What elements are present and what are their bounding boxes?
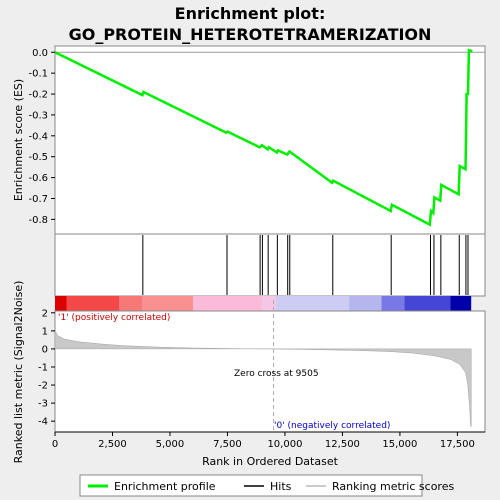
heat-segment xyxy=(55,296,67,311)
es-y-axis-label: Enrichment score (ES) xyxy=(12,79,25,201)
positive-correlation-label: '1' (positively correlated) xyxy=(58,313,170,323)
rank-heat-bar xyxy=(55,296,472,311)
x-tick-label: 2,500 xyxy=(98,439,127,450)
x-tick-label: 5,000 xyxy=(156,439,185,450)
es-y-tick-label: -0.3 xyxy=(28,110,48,121)
es-y-tick-label: -0.6 xyxy=(28,173,48,184)
legend-label: Enrichment profile xyxy=(114,480,216,493)
metric-y-tick-label: 1 xyxy=(42,326,48,337)
metric-y-tick-label: 0 xyxy=(42,344,48,355)
metric-panel xyxy=(54,310,486,433)
heat-segment xyxy=(450,296,472,311)
x-tick-label: 15,000 xyxy=(382,439,417,450)
x-axis-label: Rank in Ordered Dataset xyxy=(202,455,339,468)
heat-segment xyxy=(275,296,350,311)
legend: Enrichment profile Hits Ranking metric sco… xyxy=(88,480,454,493)
heat-segment xyxy=(261,296,276,311)
x-tick-label: 12,500 xyxy=(325,439,360,450)
es-panel xyxy=(54,45,486,235)
es-y-tick-label: -0.8 xyxy=(28,215,48,226)
metric-y-axis: 2 1 0 -1 -2 -3 -4 xyxy=(38,308,55,428)
heat-segment xyxy=(404,296,451,311)
es-y-tick-label: -0.2 xyxy=(28,90,48,101)
x-tick-label: 7,500 xyxy=(213,439,242,450)
x-tick-label: 0 xyxy=(52,439,58,450)
legend-label: Ranking metric scores xyxy=(332,480,454,493)
x-tick-label: 10,000 xyxy=(267,439,302,450)
metric-y-tick-label: -4 xyxy=(38,417,48,428)
negative-correlation-label: '0' (negatively correlated) xyxy=(274,421,390,431)
metric-y-tick-label: -3 xyxy=(38,399,48,410)
chart-title-line2: GO_PROTEIN_HETEROTETRAMERIZATION xyxy=(69,25,432,44)
enrichment-profile-line xyxy=(54,48,473,227)
heat-segment xyxy=(349,296,382,311)
heat-segment xyxy=(119,296,143,311)
es-y-tick-label: -0.7 xyxy=(28,194,48,205)
metric-y-tick-label: -1 xyxy=(38,362,48,373)
es-y-axis: 0.0 -0.1 -0.2 -0.3 -0.4 -0.5 -0.6 -0.7 -0.8 xyxy=(28,48,485,226)
x-axis: 0 2,500 5,000 7,500 10,000 12,500 15,000 17,500 xyxy=(52,431,485,450)
metric-y-axis-label: Ranked list metric (Signal2Noise) xyxy=(12,281,25,464)
es-y-tick-label: -0.4 xyxy=(28,131,48,142)
metric-y-tick-label: -2 xyxy=(38,381,48,392)
heat-segment xyxy=(66,296,120,311)
zero-cross-label: Zero cross at 9505 xyxy=(234,369,319,379)
chart-title-line1: Enrichment plot: xyxy=(175,4,326,23)
heat-segment xyxy=(381,296,405,311)
ranking-metric-area xyxy=(54,329,472,427)
es-y-tick-label: 0.0 xyxy=(32,48,48,59)
hits-group xyxy=(142,235,469,295)
legend-label: Hits xyxy=(270,480,292,493)
heat-segment xyxy=(192,296,262,311)
x-tick-label: 17,500 xyxy=(440,439,475,450)
metric-y-tick-label: 2 xyxy=(42,308,48,319)
hits-panel xyxy=(54,233,486,297)
heat-segment xyxy=(142,296,193,311)
es-y-tick-label: -0.1 xyxy=(28,69,48,80)
es-y-tick-label: -0.5 xyxy=(28,152,48,163)
